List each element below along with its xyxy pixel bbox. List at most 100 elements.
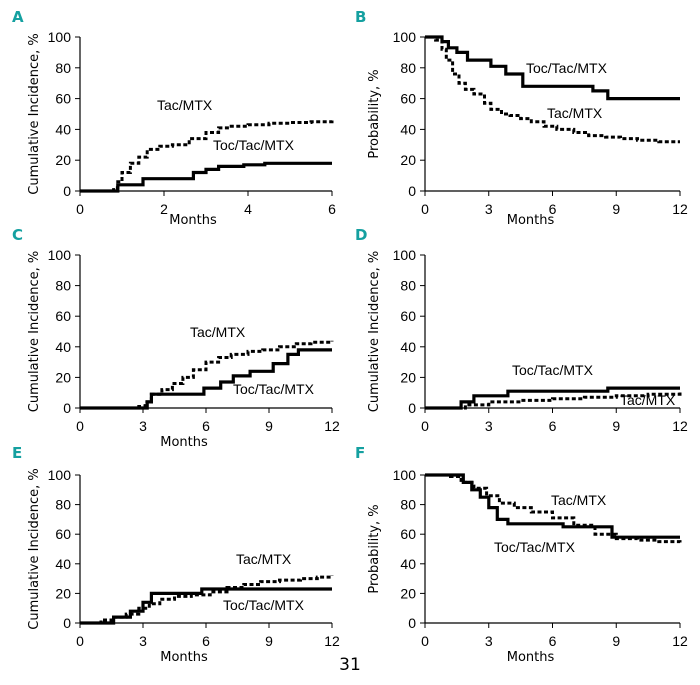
y-tick-label: 100	[393, 467, 417, 483]
x-tick-label: 12	[324, 633, 340, 649]
y-tick-label: 20	[55, 152, 71, 168]
series-line-toc-tac-mtx	[80, 161, 332, 193]
x-tick-label: 6	[328, 201, 336, 217]
x-tick-label: 0	[421, 201, 429, 217]
y-tick-label: 80	[400, 60, 416, 76]
panel-letter: D	[355, 226, 367, 244]
panel-letter: B	[355, 8, 366, 26]
x-tick-label: 3	[139, 633, 147, 649]
x-axis-title: Months	[507, 650, 555, 665]
series-label: Toc/Tac/MTX	[233, 381, 315, 397]
y-tick-label: 20	[400, 585, 416, 601]
x-tick-label: 12	[672, 201, 688, 217]
x-tick-label: 4	[244, 201, 252, 217]
y-tick-label: 0	[408, 183, 416, 199]
series-line-tac-mtx	[80, 340, 334, 410]
x-tick-label: 3	[485, 633, 493, 649]
y-tick-label: 60	[55, 308, 71, 324]
y-tick-label: 60	[400, 91, 416, 107]
y-tick-label: 80	[55, 497, 71, 513]
y-tick-label: 0	[408, 615, 416, 631]
series-label: Toc/Tac/MTX	[223, 597, 305, 613]
series-label: Tac/MTX	[236, 551, 292, 567]
y-tick-label: 80	[55, 278, 71, 294]
y-tick-label: 0	[63, 615, 71, 631]
x-tick-label: 9	[612, 201, 620, 217]
y-tick-label: 60	[55, 526, 71, 542]
x-tick-label: 2	[160, 201, 168, 217]
y-tick-label: 100	[48, 247, 72, 263]
y-axis-title: Probability, %	[367, 69, 382, 158]
x-tick-label: 9	[612, 418, 620, 434]
x-tick-label: 0	[421, 633, 429, 649]
x-tick-label: 3	[139, 418, 147, 434]
x-tick-label: 0	[76, 201, 84, 217]
y-tick-label: 40	[400, 121, 416, 137]
panel-a: A 0 20 40 60 80 100 0 2 4 6 Months Cumulative Incide…	[12, 8, 336, 228]
y-tick-label: 60	[400, 308, 416, 324]
panel-letter: F	[355, 444, 365, 462]
x-tick-label: 6	[549, 201, 557, 217]
y-tick-label: 20	[55, 369, 71, 385]
y-tick-label: 80	[400, 278, 416, 294]
series-line-toc-tac-mtx	[80, 587, 332, 625]
y-axis-title: Probability, %	[367, 504, 382, 593]
y-tick-label: 100	[48, 467, 72, 483]
panel-letter: C	[12, 226, 23, 244]
panel-d: D 0 20 40 60 80 100 0 3 6 9 12 Cumulative Incidence,…	[355, 226, 688, 434]
panel-letter: E	[12, 444, 22, 462]
y-tick-label: 0	[63, 183, 71, 199]
x-tick-label: 9	[265, 418, 273, 434]
x-tick-label: 6	[549, 418, 557, 434]
panel-letter: A	[12, 8, 24, 26]
x-tick-label: 6	[202, 418, 210, 434]
series-line-tac-mtx	[425, 391, 682, 410]
y-tick-label: 100	[393, 247, 417, 263]
series-label: Tac/MTX	[551, 492, 607, 508]
page-number: 31	[339, 655, 361, 675]
x-tick-label: 12	[672, 418, 688, 434]
y-tick-label: 20	[400, 152, 416, 168]
x-axis-title: Months	[160, 435, 208, 450]
y-axis-title: Cumulative Incidence, %	[27, 468, 42, 629]
panel-c: C 0 20 40 60 80 100 0 3 6 9 12 Months Cumulative Inci…	[12, 226, 340, 450]
series-label: Tac/MTX	[190, 324, 246, 340]
series-label: Toc/Tac/MTX	[494, 539, 576, 555]
y-tick-label: 60	[55, 91, 71, 107]
series-label: Toc/Tac/MTX	[512, 362, 594, 378]
y-tick-label: 0	[63, 400, 71, 416]
series-line-tac-mtx	[425, 35, 680, 144]
panel-e: E 0 20 40 60 80 100 0 3 6 9 12 Months Cumulative Inci…	[12, 444, 340, 665]
series-line-toc-tac-mtx	[425, 35, 680, 101]
series-label: Tac/MTX	[620, 392, 676, 408]
series-label: Toc/Tac/MTX	[526, 60, 608, 76]
y-tick-label: 0	[408, 400, 416, 416]
y-tick-label: 40	[400, 339, 416, 355]
series-line-toc-tac-mtx	[425, 386, 680, 410]
y-tick-label: 40	[400, 556, 416, 572]
x-axis-title: Months	[507, 213, 555, 228]
y-tick-label: 80	[55, 60, 71, 76]
x-tick-label: 0	[421, 418, 429, 434]
y-axis-title: Cumulative Incidence, %	[27, 33, 42, 194]
x-tick-label: 9	[265, 633, 273, 649]
y-tick-label: 80	[400, 497, 416, 513]
series-label: Tac/MTX	[547, 105, 603, 121]
y-tick-label: 60	[400, 526, 416, 542]
series-line-tac-mtx	[80, 120, 334, 193]
y-tick-label: 20	[55, 585, 71, 601]
series-label: Toc/Tac/MTX	[213, 137, 295, 153]
y-axis-title: Cumulative Incidence, %	[367, 251, 382, 412]
series-label: Tac/MTX	[157, 97, 213, 113]
y-tick-label: 40	[55, 339, 71, 355]
x-axis-title: Months	[160, 650, 208, 665]
series-line-toc-tac-mtx	[80, 348, 332, 410]
x-tick-label: 0	[76, 418, 84, 434]
series-line-tac-mtx	[425, 473, 682, 544]
x-tick-label: 12	[324, 418, 340, 434]
x-tick-label: 9	[612, 633, 620, 649]
x-tick-label: 6	[202, 633, 210, 649]
x-tick-label: 0	[76, 633, 84, 649]
y-tick-label: 100	[393, 29, 417, 45]
